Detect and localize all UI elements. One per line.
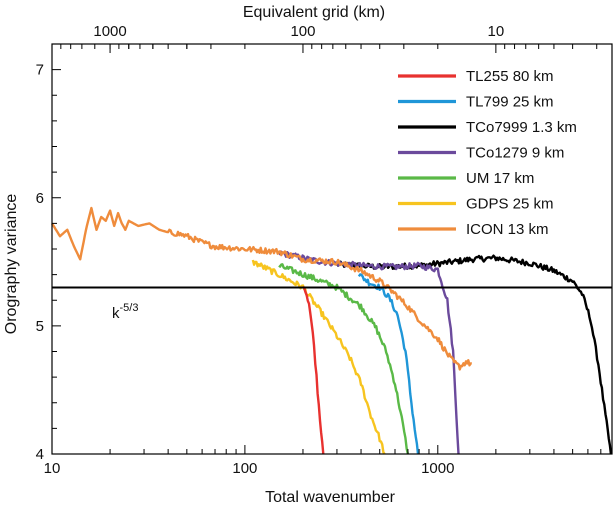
- legend-label: TCo7999 1.3 km: [466, 119, 577, 136]
- x-tick-label: 10: [44, 460, 61, 477]
- x-tick-label: 100: [232, 460, 257, 477]
- series-line-6: [50, 206, 472, 371]
- axes-layer: 10 100 1000 4 5 6 7 1000 100 10: [36, 23, 613, 477]
- top-tick-label: 100: [290, 23, 315, 40]
- series-line-3: [277, 250, 460, 455]
- legend: TL255 80 km TL799 25 km TCo7999 1.3 km TCo1…: [398, 68, 577, 238]
- legend-label: TL255 80 km: [466, 68, 554, 85]
- legend-label: ICON 13 km: [466, 221, 549, 238]
- legend-label: TCo1279 9 km: [466, 145, 564, 162]
- reference-line-label-exponent: -5/3: [120, 302, 139, 314]
- x-axis-title: Total wavenumber: [265, 489, 396, 506]
- legend-label: UM 17 km: [466, 170, 534, 187]
- top-axis-title: Equivalent grid (km): [243, 4, 385, 21]
- series-line-2: [335, 254, 613, 455]
- series-line-5: [251, 259, 386, 455]
- top-tick-label: 1000: [93, 23, 126, 40]
- y-tick-label: 4: [36, 446, 44, 463]
- legend-label: GDPS 25 km: [466, 196, 554, 213]
- x-tick-label: 1000: [421, 460, 454, 477]
- y-tick-label: 7: [36, 62, 44, 79]
- series-line-4: [278, 263, 410, 455]
- reference-line-label-base: k: [112, 305, 120, 322]
- reference-line-label: k-5/3: [112, 302, 138, 322]
- y-axis-title: Orography variance: [3, 194, 20, 335]
- y-tick-label: 5: [36, 318, 44, 335]
- series-line-1: [357, 273, 420, 455]
- legend-label: TL799 25 km: [466, 94, 554, 111]
- top-tick-label: 10: [488, 23, 505, 40]
- y-tick-label: 6: [36, 190, 44, 207]
- series-layer: [50, 206, 613, 455]
- series-line-0: [302, 285, 325, 455]
